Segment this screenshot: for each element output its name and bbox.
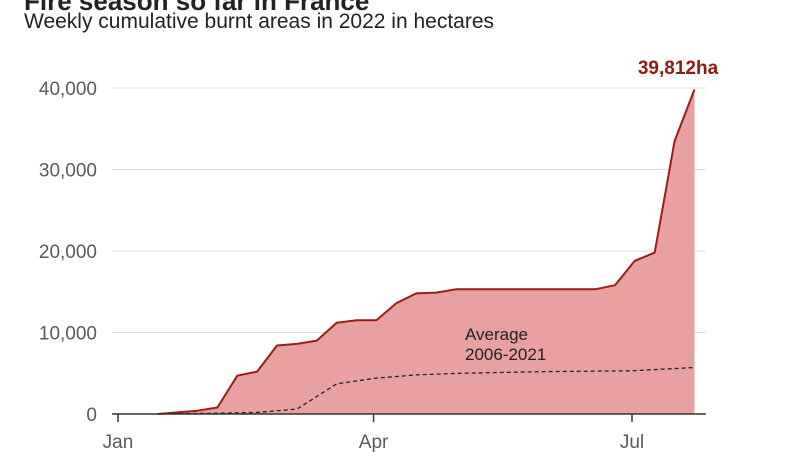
burnt-area-fill	[157, 89, 695, 414]
chart-title: Fire season so far in France	[24, 0, 370, 16]
y-tick-label: 10,000	[39, 324, 97, 345]
x-tick-label: Apr	[359, 432, 389, 453]
average-line	[157, 366, 695, 415]
average-label: Average 2006-2021	[465, 325, 546, 364]
burnt-area-line	[157, 89, 696, 415]
y-tick-label: 20,000	[39, 242, 97, 263]
x-tick-label: Jan	[103, 432, 134, 453]
x-tick-label: Jul	[620, 432, 644, 453]
y-tick-label: 30,000	[39, 161, 97, 182]
y-tick-label: 0	[86, 405, 97, 426]
end-value-label: 39,812ha	[638, 58, 719, 79]
y-tick-label: 40,000	[39, 79, 97, 100]
chart-subtitle: Weekly cumulative burnt areas in 2022 in…	[24, 10, 495, 33]
